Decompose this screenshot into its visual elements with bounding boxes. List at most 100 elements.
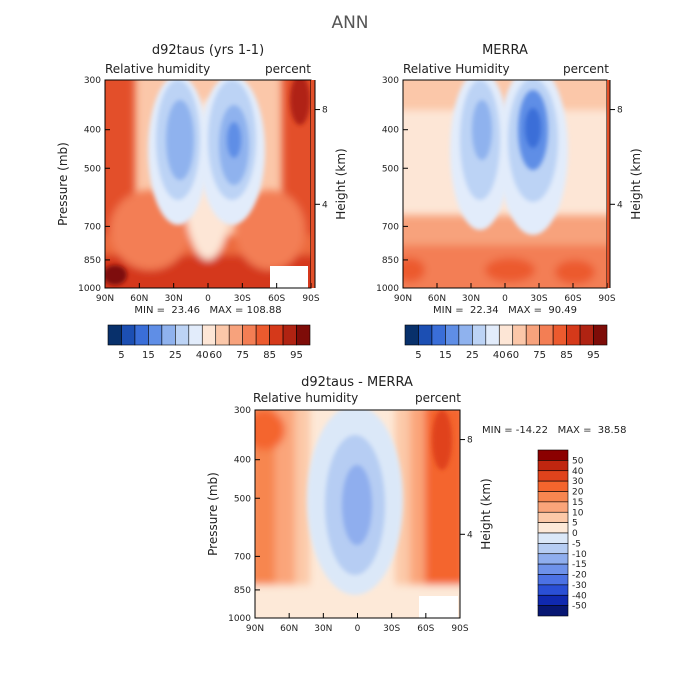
- colorbar-swatch: [537, 470, 569, 482]
- colorbar-swatch: [201, 324, 217, 346]
- colorbar-label: 40: [572, 467, 584, 477]
- colorbar-label: 15: [572, 498, 583, 508]
- colorbar-swatch: [537, 532, 569, 544]
- colorbar-swatch: [296, 324, 311, 346]
- x-tick-label: 0: [355, 624, 361, 634]
- colorbar-swatch: [282, 324, 297, 346]
- colorbar-swatch: [228, 324, 243, 346]
- colorbar-label: 0: [572, 529, 578, 539]
- panel-title: MERRA: [482, 43, 528, 58]
- colorbar-label: 75: [533, 350, 546, 361]
- x-tick-label: 30N: [462, 294, 480, 304]
- colorbar-label: 30: [572, 477, 584, 487]
- colorbar-label: -40: [572, 591, 587, 601]
- height-axis-title: Height (km): [629, 148, 643, 219]
- colorbar-swatch: [404, 324, 419, 346]
- y-tick-label: 300: [382, 76, 399, 86]
- colorbar-swatch: [431, 324, 446, 346]
- colorbar-swatch: [539, 324, 554, 346]
- colorbar-swatch: [537, 460, 569, 472]
- height-axis-title: Height (km): [479, 478, 493, 549]
- colorbar-label: -30: [572, 581, 587, 591]
- colorbar-label: -5: [572, 539, 581, 549]
- colorbar-swatch: [175, 324, 190, 346]
- y-tick-label: 850: [382, 256, 399, 266]
- colorbar-swatch: [121, 324, 136, 346]
- height-tick-label: 4: [322, 200, 328, 210]
- colorbar-label: 85: [560, 350, 573, 361]
- colorbar-swatch: [215, 324, 230, 346]
- colorbar-swatch: [552, 324, 567, 346]
- y-tick-label: 500: [84, 164, 101, 174]
- x-tick-label: 30S: [234, 294, 251, 304]
- y-tick-label: 300: [234, 406, 251, 416]
- x-tick-label: 30N: [165, 294, 183, 304]
- panel-merra: MERRA Relative Humidity percent: [403, 43, 609, 288]
- y-tick-label: 400: [382, 126, 399, 136]
- colorbar-swatch: [148, 324, 163, 346]
- panel-title: d92taus (yrs 1-1): [152, 43, 264, 58]
- x-tick-label: 90N: [96, 294, 114, 304]
- y-axis-title: Pressure (mb): [206, 472, 220, 556]
- colorbar-label: 5: [415, 350, 421, 361]
- panel-difference: d92taus - MERRA Relative humidity percen…: [253, 375, 461, 618]
- colorbar-label: 5: [572, 519, 578, 529]
- x-tick-label: 60N: [130, 294, 148, 304]
- colorbar-swatch: [472, 324, 487, 346]
- x-tick-label: 30S: [530, 294, 547, 304]
- x-tick-label: 0: [502, 294, 508, 304]
- colorbar-label: 25: [466, 350, 479, 361]
- colorbar-label: 25: [169, 350, 182, 361]
- height-tick-label: 8: [467, 436, 473, 446]
- colorbar-label: 40: [196, 350, 209, 361]
- x-tick-label: 90S: [598, 294, 615, 304]
- colorbar-label: -20: [572, 571, 587, 581]
- colorbar-label: 5: [118, 350, 124, 361]
- x-tick-label: 0: [205, 294, 211, 304]
- y-tick-label: 700: [234, 552, 251, 562]
- rh-contour-field: [105, 80, 311, 288]
- colorbar-swatch: [537, 501, 569, 513]
- panel-subtitle-right: percent: [265, 62, 311, 76]
- rh-contour-field: [403, 80, 607, 288]
- colorbar-swatch: [537, 522, 569, 534]
- y-tick-label: 1000: [228, 614, 251, 624]
- colorbar-swatch: [537, 553, 569, 565]
- colorbar: 5 15 25 40 60 75 85 95: [107, 324, 311, 361]
- colorbar-swatch: [188, 324, 203, 346]
- colorbar-label: -50: [572, 602, 587, 612]
- y-tick-label: 400: [234, 456, 251, 466]
- colorbar-label: -10: [572, 550, 587, 560]
- colorbar-swatch: [579, 324, 594, 346]
- colorbar: 5 15 25 40 60 75 85 95: [404, 324, 608, 361]
- colorbar-swatch: [269, 324, 284, 346]
- x-tick-label: 60N: [428, 294, 446, 304]
- colorbar-swatch: [593, 324, 608, 346]
- colorbar-swatch: [566, 324, 581, 346]
- colorbar-label: 95: [587, 350, 600, 361]
- colorbar-label: -15: [572, 560, 587, 570]
- colorbar-swatch: [242, 324, 257, 346]
- panel-subtitle-left: Relative humidity: [253, 391, 358, 405]
- height-axis-strip: [607, 80, 610, 288]
- colorbar-label: 15: [439, 350, 452, 361]
- colorbar-label: 20: [572, 488, 584, 498]
- colorbar-swatch: [418, 324, 433, 346]
- colorbar-swatch: [537, 574, 569, 586]
- colorbar-label: 60: [506, 350, 519, 361]
- colorbar-swatch: [537, 563, 569, 575]
- x-tick-label: 60S: [564, 294, 581, 304]
- colorbar-swatch: [537, 584, 569, 596]
- height-tick-label: 4: [467, 530, 473, 540]
- min-max-readout: MIN = 23.46 MAX = 108.88: [134, 305, 281, 316]
- panel-d92taus: d92taus (yrs 1-1) Relative humidity perc…: [105, 43, 311, 288]
- colorbar-label: 85: [263, 350, 276, 361]
- difference-contour-field: [255, 410, 460, 618]
- colorbar-label: 95: [290, 350, 303, 361]
- colorbar-label: 50: [572, 456, 584, 466]
- colorbar-swatch: [512, 324, 527, 346]
- colorbar-swatch: [537, 511, 569, 523]
- x-tick-label: 90S: [302, 294, 319, 304]
- panel-subtitle-left: Relative humidity: [105, 62, 210, 76]
